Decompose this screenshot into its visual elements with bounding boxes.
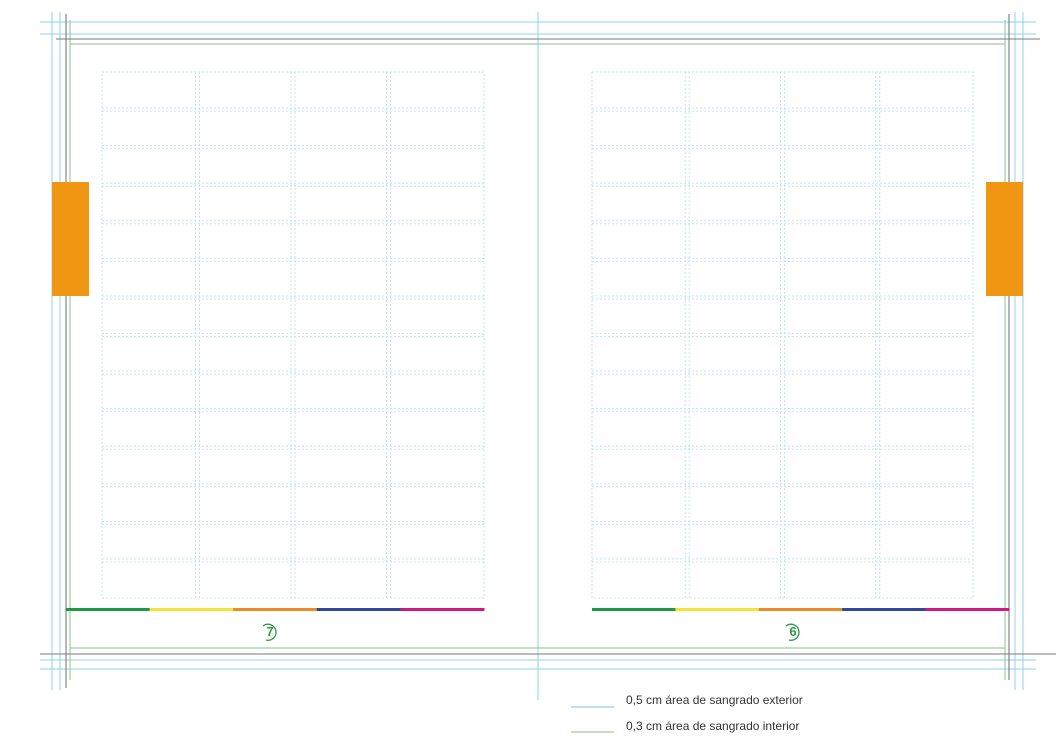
page-number-text: 6 xyxy=(789,624,796,639)
page-number-right: 6 xyxy=(785,623,800,641)
color-bar-segment xyxy=(842,608,927,611)
page-number-circle-icon xyxy=(262,623,277,641)
color-bar-segment xyxy=(592,608,676,611)
page-number-circle-icon xyxy=(785,623,800,641)
color-bar-segment xyxy=(149,608,234,611)
legend-label-interior: 0,3 cm área de sangrado interior xyxy=(626,719,799,733)
grid-border xyxy=(591,71,974,599)
color-bar-segment xyxy=(233,608,318,611)
page-number-text: 7 xyxy=(266,624,273,639)
tab-marker-right xyxy=(986,182,1023,296)
page-number-left: 7 xyxy=(262,623,277,641)
page-left: 7 xyxy=(52,71,485,641)
layout-grid-left xyxy=(101,71,485,599)
color-bar-segment xyxy=(758,608,843,611)
guide-lines xyxy=(40,12,1056,700)
color-bar-segment xyxy=(675,608,760,611)
layout-grid-right xyxy=(591,71,974,599)
page-right: 6 xyxy=(591,71,1023,641)
grid-border xyxy=(101,71,485,599)
color-bar-right xyxy=(592,608,1010,611)
color-bar-segment xyxy=(66,608,151,611)
legend-label-exterior: 0,5 cm área de sangrado exterior xyxy=(626,693,803,707)
color-bar-segment xyxy=(316,608,401,611)
tab-marker-left xyxy=(52,182,89,296)
color-bar-left xyxy=(66,608,485,611)
color-bar-segment xyxy=(400,608,485,611)
color-bar-segment xyxy=(925,608,1010,611)
legend: 0,5 cm área de sangrado exterior 0,3 cm … xyxy=(571,693,803,733)
